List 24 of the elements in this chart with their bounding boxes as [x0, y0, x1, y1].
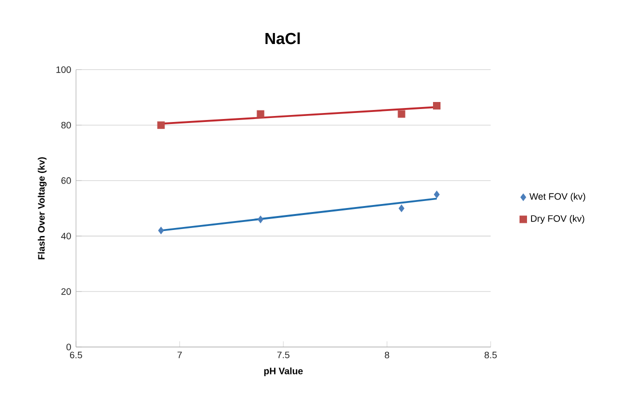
y-tick-label: 40: [61, 232, 71, 240]
point: [398, 204, 404, 212]
point: [256, 110, 264, 118]
point: [398, 110, 406, 118]
point: [258, 216, 264, 224]
x-tick-label: 8.5: [484, 352, 497, 358]
x-tick-label: 6.5: [70, 352, 82, 358]
legend-label: Wet FOV (kv): [529, 192, 586, 202]
point: [433, 102, 440, 110]
x-axis-title: pH Value: [264, 367, 303, 376]
y-axis-title: Flash Over Voltage (kv): [38, 157, 47, 260]
point: [157, 121, 165, 129]
x-tick-label: 7: [178, 352, 182, 358]
chart-title: NaCl: [266, 32, 300, 44]
y-tick-label: 20: [61, 288, 71, 295]
y-tick-label: 100: [56, 66, 71, 73]
x-tick-label: 7.5: [277, 352, 290, 358]
point: [158, 226, 164, 234]
legend-label: Dry FOV (kv): [531, 214, 584, 224]
y-tick-label: 0: [66, 344, 71, 350]
x-tick-label: 8: [384, 352, 390, 358]
point: [434, 190, 440, 198]
y-tick-label: 80: [61, 122, 71, 128]
y-tick-label: 60: [61, 177, 71, 184]
